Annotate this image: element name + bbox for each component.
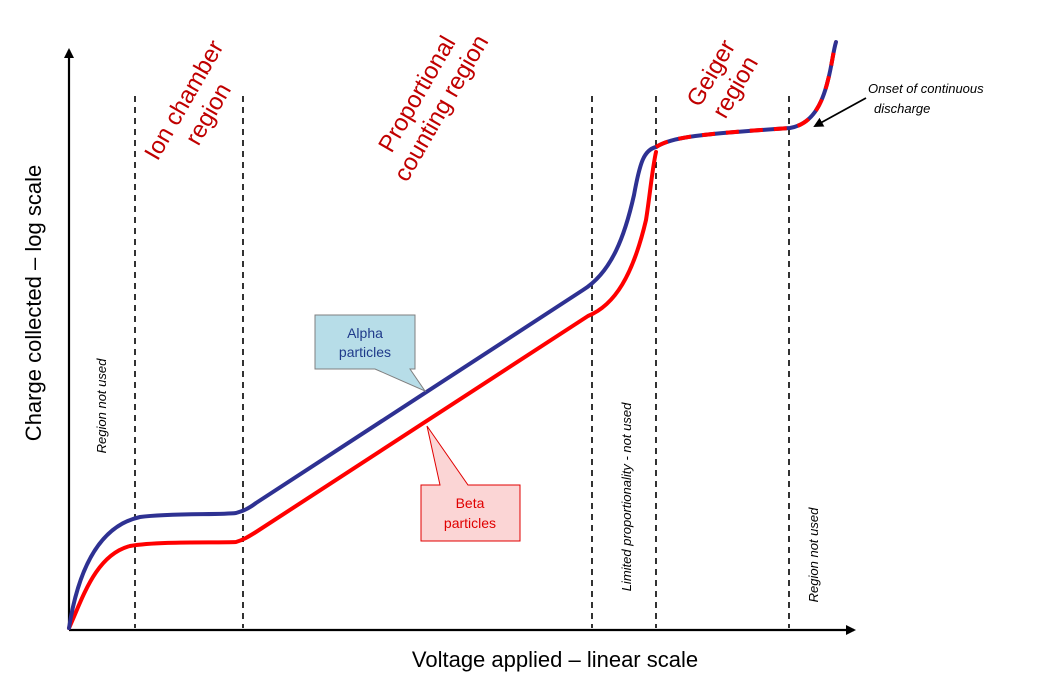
- y-axis-title: Charge collected – log scale: [21, 165, 46, 441]
- alpha-callout-box: [314, 314, 427, 393]
- onset-note-line-2: discharge: [874, 101, 930, 116]
- region-dividers: [134, 96, 790, 628]
- alpha-callout-line-1: Alpha: [347, 325, 383, 341]
- alpha-curve: [67, 145, 658, 630]
- region-not-used-right-note: Region not used: [806, 507, 821, 602]
- geiger-region-title: Geiger region: [682, 35, 764, 123]
- ion-chamber-region-title: Ion chamber region: [139, 36, 237, 165]
- beta-curve: [67, 150, 658, 630]
- proportional-region-title: Proportional counting region: [373, 30, 494, 186]
- beta-callout-line-1: Beta: [456, 495, 485, 511]
- alpha-callout-line-2: particles: [339, 344, 391, 360]
- region-not-used-left-note: Region not used: [94, 358, 109, 453]
- beta-callout-box: [420, 425, 521, 542]
- geiger-plateau-dash: [654, 41, 838, 149]
- onset-note-line-1: Onset of continuous: [868, 81, 984, 96]
- onset-arrow: [813, 97, 867, 127]
- beta-callout-line-2: particles: [444, 515, 496, 531]
- limited-proportionality-note: Limited proportionality - not used: [619, 402, 634, 591]
- x-axis-title: Voltage applied – linear scale: [412, 647, 698, 672]
